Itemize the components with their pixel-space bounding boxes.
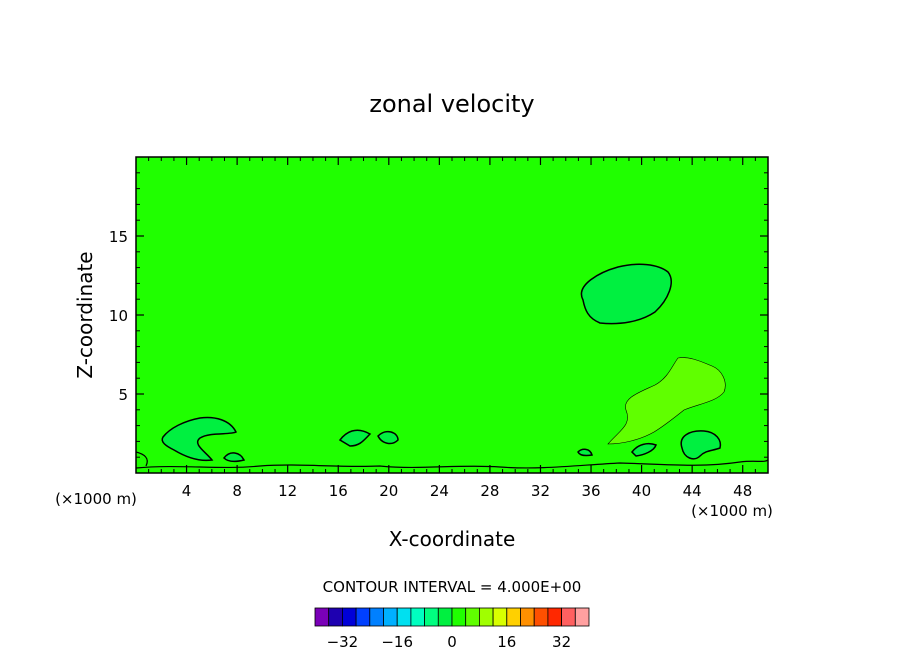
y-axis-ticks: 5 10 15 [109,172,768,458]
colorbar-swatch [355,607,371,627]
colorbar-label: −16 [381,633,413,651]
colorbar-swatch [520,607,535,627]
colorbar-swatch [410,607,425,627]
y-tick-label: 15 [109,228,128,246]
colorbar [314,607,590,627]
x-tick-label: 12 [278,482,297,500]
colorbar-swatch [547,607,563,627]
contour-region-upper [580,263,672,325]
x-unit-label-left: (×1000 m) [55,490,137,508]
contour-region-small-2 [338,429,372,447]
colorbar-swatch [533,607,549,627]
x-tick-label: 36 [581,482,600,500]
contour-region-right [680,430,722,460]
contour-region-tongue [607,357,726,445]
chart-title: zonal velocity [369,90,534,118]
contour-bottom-boundary [135,459,769,469]
colorbar-label: 0 [447,633,457,651]
x-tick-label: 48 [733,482,752,500]
contour-region-small-5 [577,448,593,457]
x-tick-label: 16 [329,482,348,500]
colorbar-swatch [383,607,398,627]
colorbar-label: 32 [552,633,571,651]
colorbar-swatch [314,607,330,627]
colorbar-swatch [465,607,480,627]
contour-region-left [161,416,238,462]
y-tick-label: 10 [109,307,128,325]
x-tick-label: 28 [480,482,499,500]
colorbar-swatch [492,607,508,627]
contour-interval-label: CONTOUR INTERVAL = 4.000E+00 [323,578,582,596]
x-tick-label: 32 [531,482,550,500]
colorbar-swatch [424,607,439,627]
colorbar-swatch [574,607,590,627]
colorbar-swatch [328,607,343,627]
contour-left-edge [135,451,148,467]
colorbar-swatch [506,607,521,627]
x-tick-label: 4 [182,482,192,500]
x-tick-label: 8 [232,482,242,500]
contour-region-small-1 [631,442,657,457]
contour-region-small-4 [223,452,246,463]
x-tick-label: 20 [379,482,398,500]
x-axis-ticks: 4 8 12 16 20 24 28 32 36 40 44 48 [148,157,756,500]
contour-region-small-3 [377,430,399,445]
y-axis-title: Z-coordinate [73,251,97,378]
colorbar-label: 16 [497,633,516,651]
colorbar-swatch [341,607,357,627]
colorbar-swatch [396,607,412,627]
colorbar-swatch [437,607,453,627]
x-tick-label: 40 [632,482,651,500]
colorbar-swatch [451,607,467,627]
colorbar-swatch [369,607,384,627]
x-tick-label: 44 [683,482,702,500]
colorbar-label: −32 [327,633,359,651]
x-tick-label: 24 [430,482,449,500]
x-unit-label-right: (×1000 m) [691,502,773,520]
colorbar-swatch [561,607,576,627]
colorbar-labels: −32 −16 0 16 32 [327,633,572,651]
colorbar-swatch [478,607,494,627]
y-tick-label: 5 [118,386,128,404]
x-axis-title: X-coordinate [389,527,516,551]
